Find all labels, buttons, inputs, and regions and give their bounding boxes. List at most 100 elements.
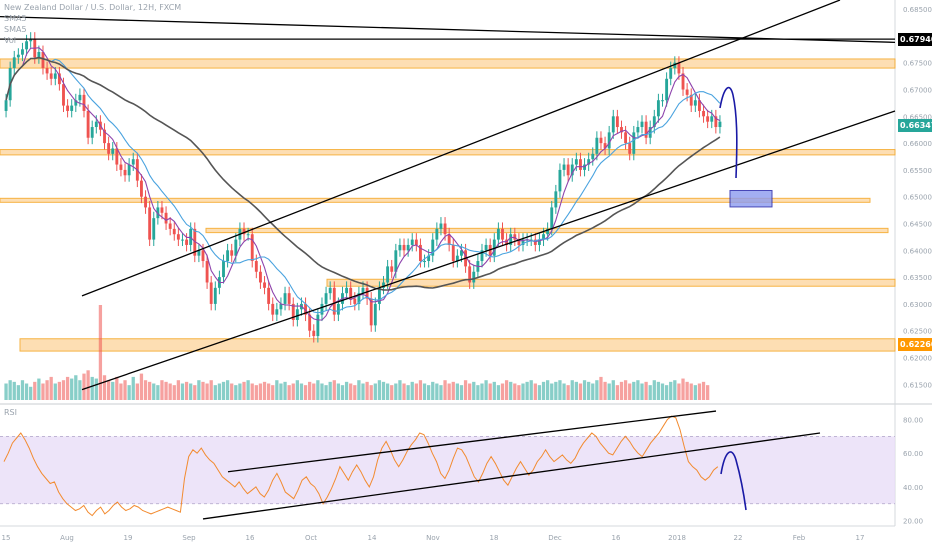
volume-bar bbox=[599, 376, 603, 400]
volume-bar bbox=[697, 383, 702, 400]
volume-bar bbox=[607, 383, 611, 400]
candle bbox=[361, 287, 365, 294]
candle bbox=[172, 228, 176, 235]
rsi-trendline-lower bbox=[202, 432, 821, 520]
candle bbox=[209, 282, 213, 304]
candle bbox=[661, 100, 664, 102]
volume-bar bbox=[447, 383, 451, 400]
candle bbox=[312, 330, 316, 337]
candle bbox=[640, 121, 644, 128]
volume-bar bbox=[353, 385, 357, 400]
candle bbox=[86, 110, 90, 138]
rsi-tick-label: 60.00 bbox=[903, 450, 923, 458]
candle bbox=[369, 298, 373, 326]
candle bbox=[685, 89, 689, 95]
candle bbox=[443, 223, 447, 235]
candle bbox=[542, 234, 545, 240]
candle bbox=[230, 250, 234, 256]
volume-bar bbox=[623, 380, 628, 400]
sr-zone bbox=[0, 149, 896, 156]
volume-bar bbox=[213, 385, 217, 400]
volume-bar bbox=[468, 383, 472, 400]
volume-bar bbox=[205, 383, 209, 400]
candle bbox=[472, 271, 476, 283]
candle bbox=[624, 132, 628, 144]
time-tick-label: 18 bbox=[490, 534, 499, 542]
candle bbox=[558, 169, 562, 192]
candle bbox=[21, 49, 24, 55]
volume-bar bbox=[45, 380, 49, 400]
candle bbox=[267, 287, 271, 304]
candle bbox=[447, 234, 451, 245]
sr-zone bbox=[19, 338, 896, 352]
volume-bar bbox=[37, 378, 41, 400]
candle bbox=[74, 100, 78, 106]
candle bbox=[263, 282, 266, 288]
candle bbox=[103, 129, 106, 144]
volume-bar bbox=[12, 381, 16, 400]
volume-bar bbox=[480, 383, 484, 400]
volume-bar bbox=[336, 383, 341, 400]
volume-bar bbox=[156, 385, 160, 400]
volume-bar bbox=[574, 381, 578, 400]
volume-bar bbox=[570, 380, 574, 400]
volume-bar bbox=[234, 385, 238, 400]
volume-bar bbox=[455, 383, 460, 400]
candle bbox=[332, 287, 336, 315]
volume-bar bbox=[86, 370, 90, 400]
volume-bar bbox=[291, 383, 295, 400]
price-tick-label: 0.62000 bbox=[903, 355, 932, 363]
volume-bar bbox=[591, 383, 595, 400]
candle bbox=[382, 282, 385, 288]
volume-bar bbox=[242, 381, 246, 400]
volume-bar bbox=[533, 383, 537, 400]
volume-bar bbox=[500, 383, 505, 400]
volume-bar bbox=[632, 381, 636, 400]
candle bbox=[615, 116, 619, 128]
volume-bar bbox=[365, 381, 369, 400]
volume-bar bbox=[492, 381, 496, 400]
candle bbox=[611, 116, 615, 133]
volume-bar bbox=[656, 381, 661, 400]
price-tick-label: 0.61500 bbox=[903, 381, 932, 389]
rsi-tick-label: 40.00 bbox=[903, 484, 923, 492]
price-tick-label: 0.64000 bbox=[903, 247, 932, 255]
volume-bar bbox=[180, 383, 185, 400]
volume-bar bbox=[484, 380, 488, 400]
candle bbox=[234, 239, 238, 256]
volume-bar bbox=[238, 383, 242, 400]
volume-bar bbox=[139, 373, 144, 400]
volume-bar bbox=[603, 381, 607, 400]
volume-bar bbox=[390, 385, 394, 400]
trendline-upper-channel bbox=[81, 0, 841, 297]
volume-bar bbox=[451, 381, 455, 400]
volume-bar bbox=[303, 385, 308, 400]
volume-bar bbox=[189, 383, 193, 400]
candle bbox=[94, 121, 98, 128]
trendline-descending bbox=[0, 15, 896, 43]
volume-bar bbox=[381, 381, 386, 400]
volume-bar bbox=[143, 380, 148, 400]
volume-bar bbox=[660, 383, 665, 400]
candle bbox=[574, 159, 578, 165]
volume-bar bbox=[521, 383, 525, 400]
candle bbox=[258, 271, 262, 283]
volume-bar bbox=[701, 381, 706, 400]
candle bbox=[410, 239, 414, 245]
candle bbox=[455, 255, 459, 262]
sr-zone bbox=[0, 58, 896, 69]
candle bbox=[152, 218, 156, 240]
candle bbox=[45, 68, 49, 74]
candle bbox=[607, 132, 611, 149]
candle bbox=[562, 164, 566, 170]
candle bbox=[160, 207, 164, 213]
candle bbox=[164, 212, 168, 224]
volume-bar bbox=[299, 383, 304, 400]
candle bbox=[509, 234, 513, 245]
volume-bar bbox=[385, 383, 390, 400]
volume-bar bbox=[328, 381, 332, 400]
time-tick-label: 14 bbox=[368, 534, 377, 542]
